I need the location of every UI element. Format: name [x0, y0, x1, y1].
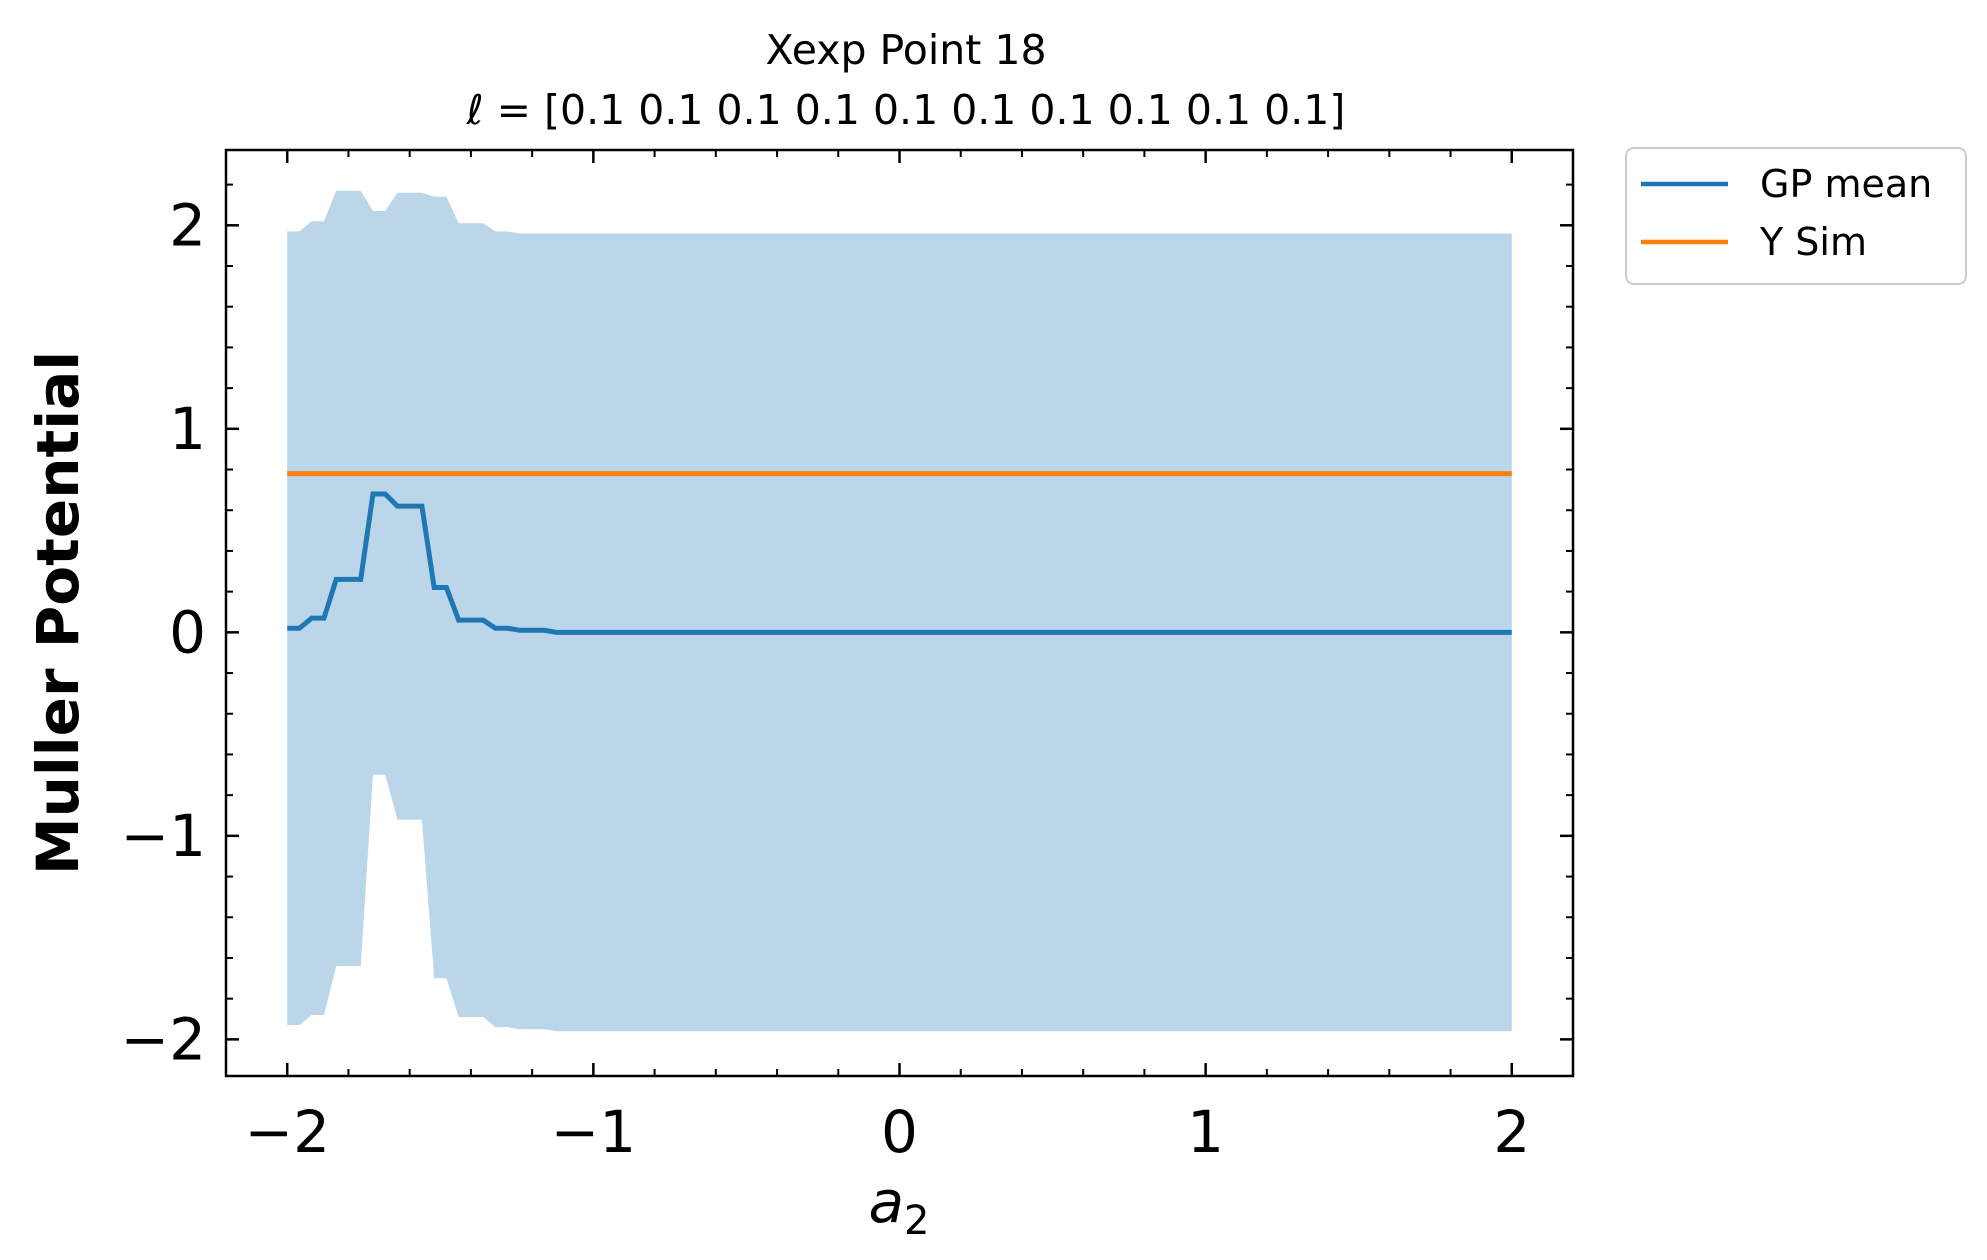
chart-title: Xexp Point 18	[765, 26, 1046, 74]
subtitle-prefix: ℓ =	[466, 86, 544, 134]
x-tick-label: −2	[244, 1098, 330, 1166]
x-axis-label-base: a	[869, 1168, 905, 1236]
tick-label-layer: −2 −1 0 1 2 −2 −1 0 1 2	[121, 191, 1531, 1166]
gp-mean-line	[287, 491, 1512, 635]
legend-label-gp-mean: GP mean	[1760, 162, 1932, 206]
x-axis-label: a2	[869, 1168, 930, 1244]
x-tick-label: 1	[1187, 1098, 1224, 1166]
x-tick-label: 0	[881, 1098, 918, 1166]
series-layer	[287, 471, 1512, 635]
y-tick-label: 2	[169, 191, 206, 259]
y-tick-label: −2	[121, 1005, 207, 1073]
x-tick-label: 2	[1493, 1098, 1530, 1166]
confidence-band	[287, 190, 1512, 1032]
confidence-band-layer	[287, 190, 1512, 1032]
x-axis-label-subscript: 2	[904, 1198, 929, 1244]
legend: GP mean Y Sim	[1625, 147, 1967, 285]
x-tick-label: −1	[551, 1098, 637, 1166]
y-tick-label: 1	[169, 395, 206, 463]
y-tick-label: −1	[121, 802, 207, 870]
legend-label-y-sim: Y Sim	[1759, 220, 1867, 264]
y-tick-label: 0	[169, 598, 206, 666]
y-axis-label: Muller Potential	[24, 351, 92, 875]
subtitle-values: [0.1 0.1 0.1 0.1 0.1 0.1 0.1 0.1 0.1 0.1…	[544, 86, 1345, 134]
chart-subtitle: ℓ = [0.1 0.1 0.1 0.1 0.1 0.1 0.1 0.1 0.1…	[466, 86, 1346, 134]
tick-layer	[225, 150, 1574, 1076]
